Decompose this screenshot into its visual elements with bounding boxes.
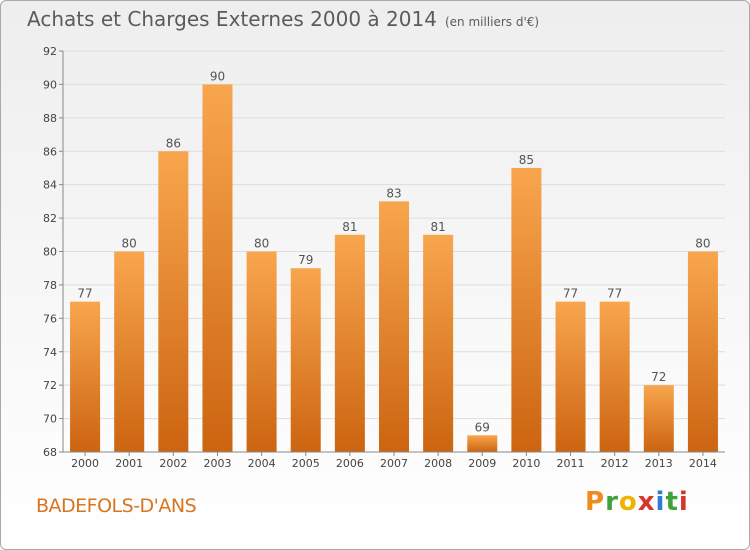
y-tick-label: 84 — [43, 179, 57, 192]
x-tick-label-2006: 2006 — [336, 457, 364, 470]
y-tick-label: 72 — [43, 379, 57, 392]
logo-letter: r — [605, 487, 619, 517]
value-label-2010: 85 — [519, 153, 534, 167]
logo-letter: t — [665, 487, 679, 517]
bar-2001 — [114, 251, 145, 452]
bar-2004 — [246, 251, 277, 452]
y-tick-label: 70 — [43, 413, 57, 426]
bar-2014 — [687, 251, 718, 452]
logo-letter: i — [678, 487, 689, 517]
logo-letter: x — [637, 487, 656, 517]
x-tick-label-2014: 2014 — [689, 457, 717, 470]
logo-letter: i — [655, 487, 666, 517]
value-label-2013: 72 — [651, 370, 666, 384]
chart-subtitle: (en milliers d'€) — [444, 15, 540, 29]
value-label-2001: 80 — [122, 237, 137, 251]
value-label-2002: 86 — [166, 136, 181, 150]
x-tick-label-2005: 2005 — [292, 457, 320, 470]
logo-letter: o — [618, 487, 638, 517]
x-tick-label-2001: 2001 — [115, 457, 143, 470]
value-label-2008: 81 — [430, 220, 445, 234]
value-label-2011: 77 — [563, 287, 578, 301]
y-tick-label: 76 — [43, 312, 57, 325]
x-tick-label-2012: 2012 — [601, 457, 629, 470]
value-label-2009: 69 — [475, 420, 490, 434]
y-tick-label: 92 — [43, 45, 57, 58]
bar-2002 — [158, 151, 189, 452]
value-label-2005: 79 — [298, 253, 313, 267]
y-tick-label: 86 — [43, 145, 57, 158]
bar-2010 — [511, 167, 542, 453]
x-tick-label-2002: 2002 — [159, 457, 187, 470]
value-label-2006: 81 — [342, 220, 357, 234]
y-tick-label: 68 — [43, 446, 57, 459]
bar-2005 — [290, 268, 321, 452]
chart-title: Achats et Charges Externes 2000 à 2014 (e… — [27, 7, 539, 31]
commune-name: BADEFOLS-D'ANS — [36, 495, 197, 517]
x-tick-label-2003: 2003 — [203, 457, 231, 470]
bars: 77 80 86 90 80 79 81 83 81 69 85 77 77 72 80 — [70, 69, 718, 453]
x-tick-label-2009: 2009 — [468, 457, 496, 470]
x-tick-label-2013: 2013 — [645, 457, 673, 470]
value-label-2014: 80 — [695, 237, 710, 251]
y-tick-label: 88 — [43, 112, 57, 125]
logo-letter: P — [585, 487, 606, 517]
value-label-2004: 80 — [254, 237, 269, 251]
x-tick-label-2008: 2008 — [424, 457, 452, 470]
proxiti-logo: Proxiti — [585, 487, 689, 517]
x-tick-label-2000: 2000 — [71, 457, 99, 470]
value-label-2000: 77 — [77, 287, 92, 301]
bar-2006 — [334, 234, 365, 452]
value-label-2012: 77 — [607, 287, 622, 301]
x-tick-label-2004: 2004 — [248, 457, 276, 470]
y-tick-label: 82 — [43, 212, 57, 225]
value-label-2007: 83 — [386, 186, 401, 200]
bar-2011 — [555, 301, 586, 452]
bar-2000 — [70, 301, 101, 452]
chart-title-text: Achats et Charges Externes 2000 à 2014 — [27, 7, 437, 31]
bar-2003 — [202, 84, 233, 453]
bar-2008 — [423, 234, 454, 452]
bar-2012 — [599, 301, 630, 452]
y-tick-label: 74 — [43, 346, 57, 359]
y-tick-label: 80 — [43, 246, 57, 259]
bar-2009 — [467, 435, 498, 452]
bar-2013 — [643, 385, 674, 452]
value-label-2003: 90 — [210, 69, 225, 83]
y-tick-label: 90 — [43, 78, 57, 91]
x-tick-label-2010: 2010 — [512, 457, 540, 470]
axes: 68 70 72 74 76 78 80 82 84 86 88 90 92 2000 2001 2002 20… — [43, 45, 725, 470]
x-tick-label-2007: 2007 — [380, 457, 408, 470]
y-tick-label: 78 — [43, 279, 57, 292]
bar-2007 — [378, 201, 410, 452]
x-tick-label-2011: 2011 — [557, 457, 585, 470]
